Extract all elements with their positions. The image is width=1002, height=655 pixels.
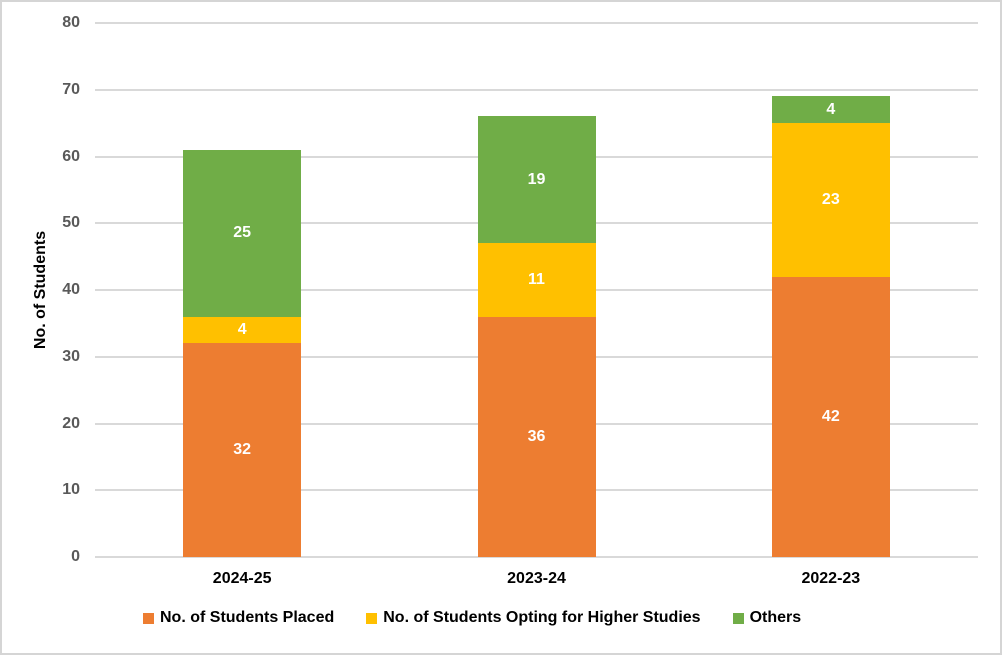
y-tick-label: 30: [62, 347, 80, 365]
bar-2022-23: 42 23 4: [771, 96, 890, 557]
y-tick-label: 0: [71, 548, 80, 565]
bar-segment: 23: [771, 123, 890, 277]
bar-segment: 4: [183, 316, 302, 344]
legend-item: Others: [732, 609, 802, 627]
x-tick-label: 2023-24: [507, 570, 566, 587]
plot-area: 32 4 25 36 11 19 42 23 4: [95, 22, 978, 558]
y-axis-tick-labels: 0 10 20 30 40 50 60 70 80: [0, 14, 80, 565]
bar-segment-value: 4: [826, 100, 836, 118]
legend-swatch: [366, 612, 378, 624]
bar-segment-value: 11: [528, 270, 545, 288]
bar-2024-25: 32 4 25: [183, 149, 302, 557]
bar-segment-value: 23: [821, 190, 840, 208]
legend-label: Others: [749, 609, 802, 626]
bar-segment: 4: [771, 96, 890, 124]
bars-container: 32 4 25 36 11 19 42 23 4: [95, 23, 978, 557]
legend-label: No. of Students Placed: [160, 609, 335, 626]
legend-swatch: [732, 612, 744, 624]
y-tick-label: 60: [62, 147, 80, 165]
bar-segment: 11: [477, 243, 596, 317]
legend-swatch: [143, 612, 154, 624]
bar-segment: 36: [477, 316, 596, 557]
y-tick-label: 70: [62, 80, 80, 98]
x-tick-label: 2024-25: [212, 570, 272, 587]
gridline: [95, 88, 978, 91]
x-tick-label: 2022-23: [801, 570, 861, 587]
legend-item: No. of Students Placed: [143, 609, 334, 627]
gridline: [95, 22, 978, 24]
legend-item: No. of Students Opting for Higher Studie…: [366, 609, 701, 627]
bar-segment-value: 32: [233, 441, 252, 459]
bar-segment-value: 19: [527, 170, 546, 188]
y-tick-label: 20: [62, 414, 80, 432]
gridline: [95, 556, 978, 558]
bar-2023-24: 36 11 19: [477, 116, 596, 557]
legend: No. of Students Placed No. of Students Op…: [143, 605, 801, 631]
bar-segment-value: 4: [237, 321, 247, 339]
bar-segment: 42: [771, 276, 890, 557]
y-tick-label: 80: [62, 14, 80, 31]
bar-segment-value: 36: [527, 427, 546, 445]
bar-segment: 19: [477, 116, 596, 244]
y-tick-label: 40: [62, 281, 80, 298]
legend-label: No. of Students Opting for Higher Studie…: [383, 609, 701, 626]
bar-segment: 25: [183, 149, 302, 317]
y-tick-label: 10: [62, 481, 80, 499]
bar-segment: 32: [183, 343, 302, 557]
x-axis-labels: 2024-25 2023-24 2022-23: [95, 570, 978, 592]
bar-segment-value: 25: [233, 224, 252, 242]
bar-segment-value: 42: [821, 407, 840, 425]
y-tick-label: 50: [62, 214, 80, 232]
